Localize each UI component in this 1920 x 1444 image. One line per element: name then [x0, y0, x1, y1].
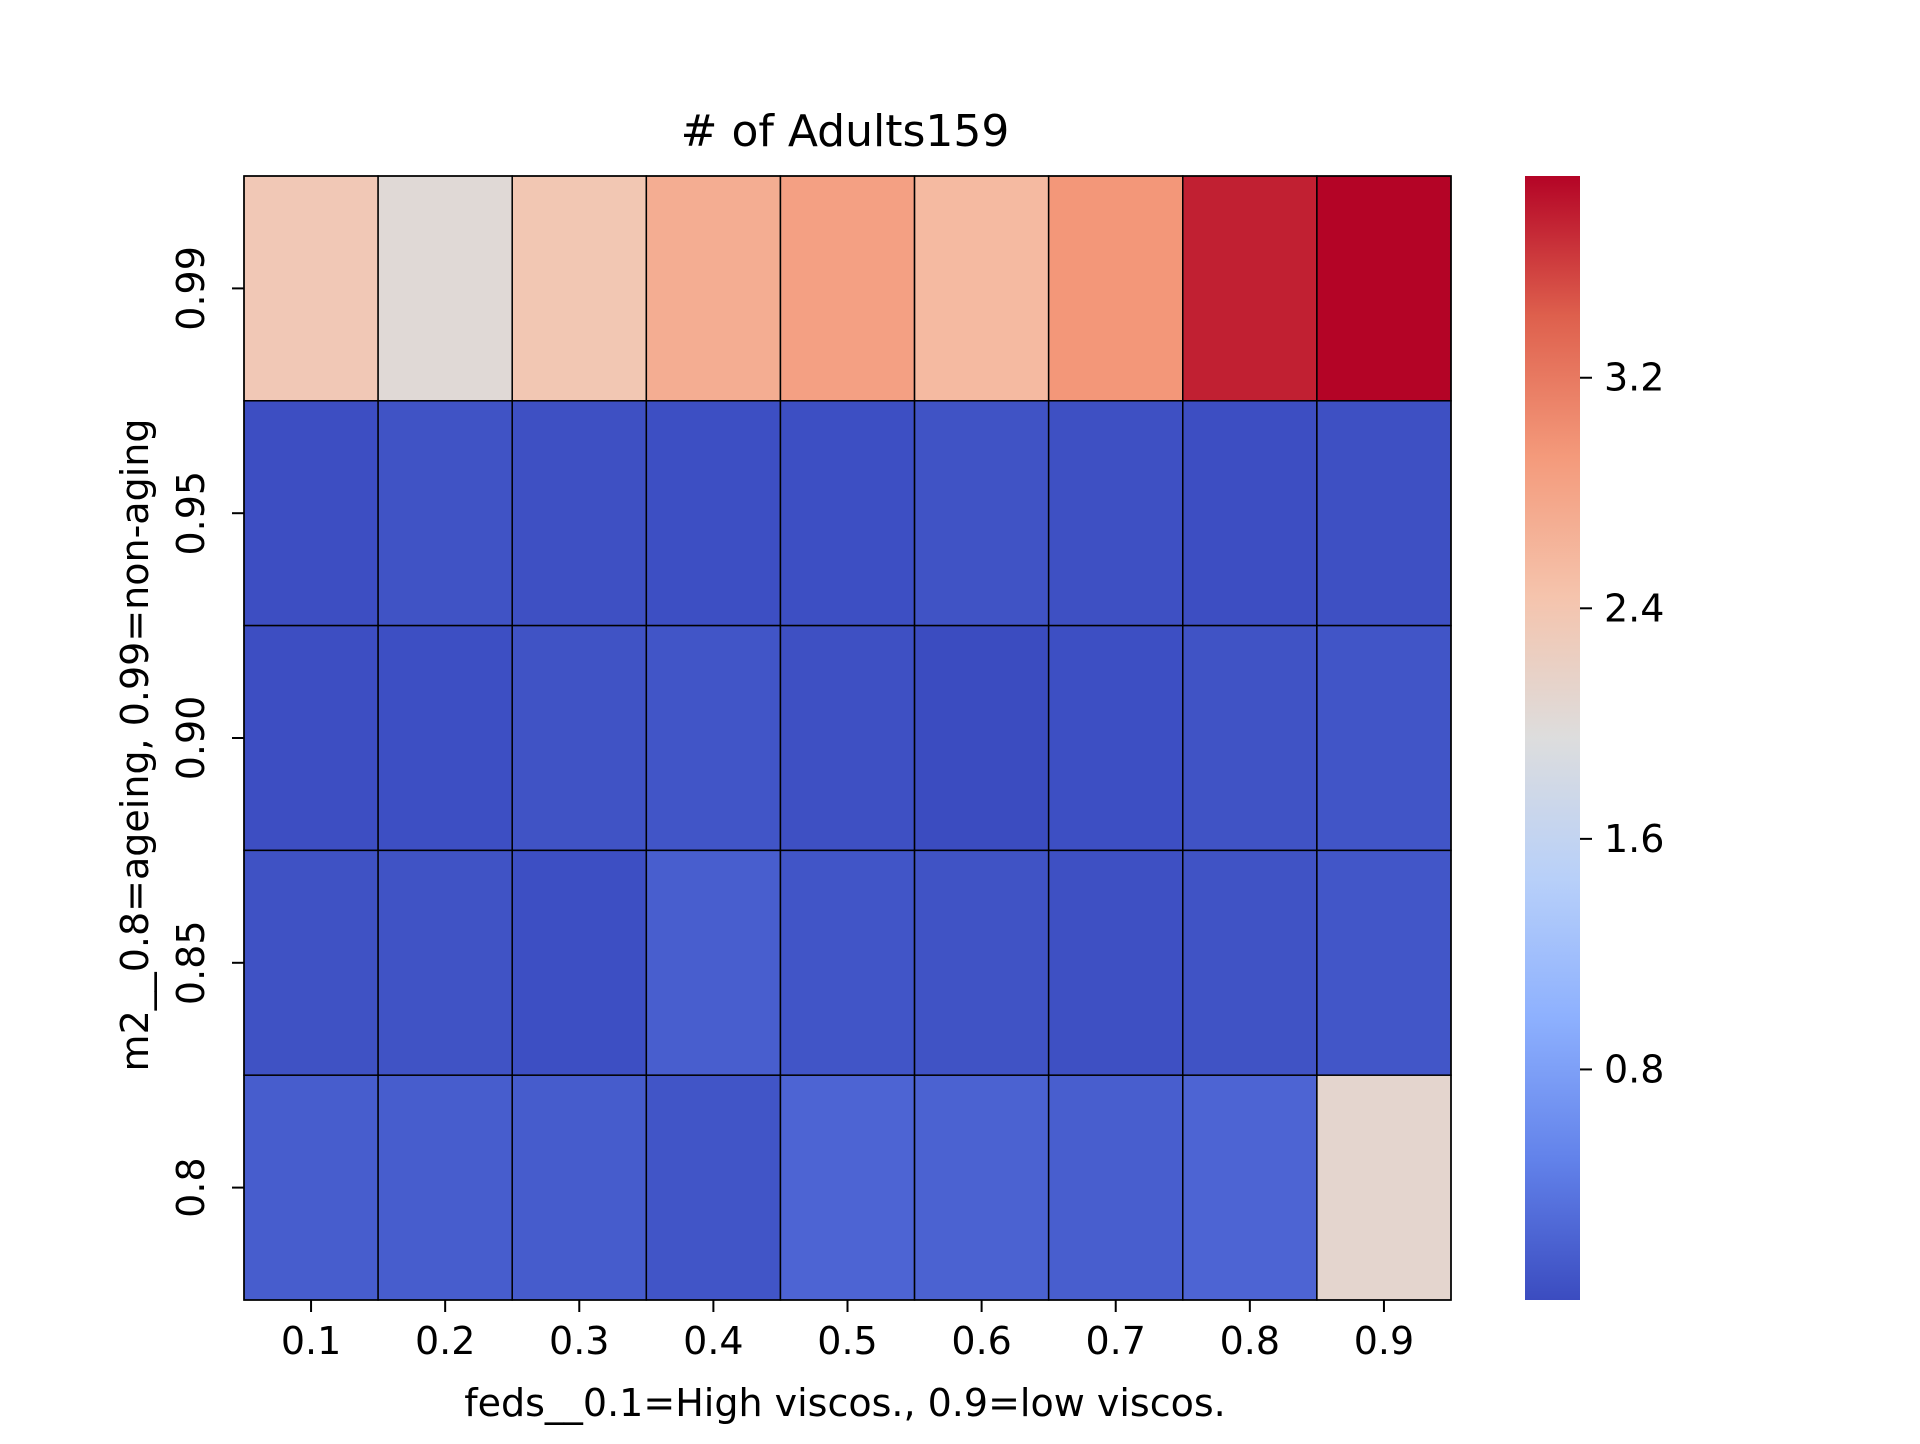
- y-axis: 0.99 0.95 0.90 0.85 0.8: [169, 246, 244, 1218]
- heatmap-cell: [779, 175, 916, 402]
- heatmap-cell: [511, 1074, 648, 1301]
- heatmap-cell: [243, 400, 379, 627]
- x-tick-label: 0.4: [683, 1319, 743, 1363]
- heatmap-cell: [511, 400, 648, 627]
- heatmap-cell: [645, 175, 782, 402]
- x-tick-label: 0.2: [415, 1319, 475, 1363]
- x-tick-label: 0.5: [817, 1319, 877, 1363]
- heatmap-cell: [1047, 849, 1184, 1076]
- heatmap-cell: [645, 624, 782, 852]
- heatmap-cell: [1182, 849, 1318, 1076]
- heatmap-cell: [1316, 175, 1452, 402]
- heatmap-cell: [243, 175, 379, 402]
- y-tick-label: 0.85: [169, 920, 213, 1005]
- colorbar: [1525, 176, 1580, 1300]
- heatmap-cell: [511, 849, 648, 1076]
- heatmap-cell: [377, 400, 513, 627]
- heatmap-cell: [377, 1074, 513, 1301]
- chart-title: # of Adults159: [681, 106, 1010, 157]
- heatmap-cell: [913, 175, 1050, 402]
- colorbar-tick-label: 3.2: [1604, 356, 1664, 400]
- x-axis: 0.1 0.2 0.3 0.4 0.5 0.6 0.7 0.8 0.9: [281, 1300, 1414, 1363]
- heatmap-cell: [1047, 175, 1184, 402]
- y-tick-label: 0.99: [169, 246, 213, 331]
- x-tick-label: 0.9: [1354, 1319, 1414, 1363]
- heatmap-cell: [377, 624, 513, 852]
- heatmap-cell: [1047, 400, 1184, 627]
- heatmap-cell: [1047, 1074, 1184, 1301]
- heatmap-cell: [377, 849, 513, 1076]
- y-tick-label: 0.90: [169, 696, 213, 781]
- x-tick-label: 0.6: [951, 1319, 1011, 1363]
- heatmap-cell: [779, 624, 916, 852]
- heatmap-cell: [243, 849, 379, 1076]
- heatmap-cell: [511, 175, 648, 402]
- heatmap-cell: [1316, 1074, 1452, 1301]
- heatmap-cell: [1182, 175, 1318, 402]
- y-axis-label: m2__0.8=ageing, 0.99=non-aging: [113, 419, 157, 1072]
- x-tick-label: 0.1: [281, 1319, 341, 1363]
- heatmap-cell: [779, 1074, 916, 1301]
- heatmap-cell: [913, 849, 1050, 1076]
- heatmap-cell: [645, 1074, 782, 1301]
- x-tick-label: 0.8: [1220, 1319, 1280, 1363]
- y-tick-label: 0.8: [169, 1157, 213, 1217]
- heatmap-cell: [1047, 624, 1184, 852]
- heatmap-cell: [913, 400, 1050, 627]
- y-tick-label: 0.95: [169, 471, 213, 556]
- colorbar-ticks: 0.8 1.6 2.4 3.2: [1580, 356, 1664, 1091]
- heatmap-cell: [1316, 849, 1452, 1076]
- heatmap-cells: [243, 175, 1452, 1301]
- heatmap-cell: [1316, 624, 1452, 852]
- heatmap-cell: [243, 624, 379, 852]
- heatmap-cell: [243, 1074, 379, 1301]
- heatmap-cell: [377, 175, 513, 402]
- colorbar-tick-label: 1.6: [1604, 817, 1664, 861]
- heatmap-cell: [779, 400, 916, 627]
- x-tick-label: 0.3: [549, 1319, 609, 1363]
- colorbar-tick-label: 2.4: [1604, 586, 1664, 630]
- heatmap-cell: [645, 400, 782, 627]
- heatmap-cell: [913, 1074, 1050, 1301]
- heatmap-cell: [779, 849, 916, 1076]
- heatmap-cell: [645, 849, 782, 1076]
- heatmap-cell: [1182, 624, 1318, 852]
- heatmap-cell: [1182, 400, 1318, 627]
- heatmap-cell: [1182, 1074, 1318, 1301]
- colorbar-tick-label: 0.8: [1604, 1047, 1664, 1091]
- heatmap-cell: [913, 624, 1050, 852]
- x-axis-label: feds__0.1=High viscos., 0.9=low viscos.: [464, 1381, 1225, 1425]
- heatmap-cell: [1316, 400, 1452, 627]
- x-tick-label: 0.7: [1086, 1319, 1146, 1363]
- heatmap-cell: [511, 624, 648, 852]
